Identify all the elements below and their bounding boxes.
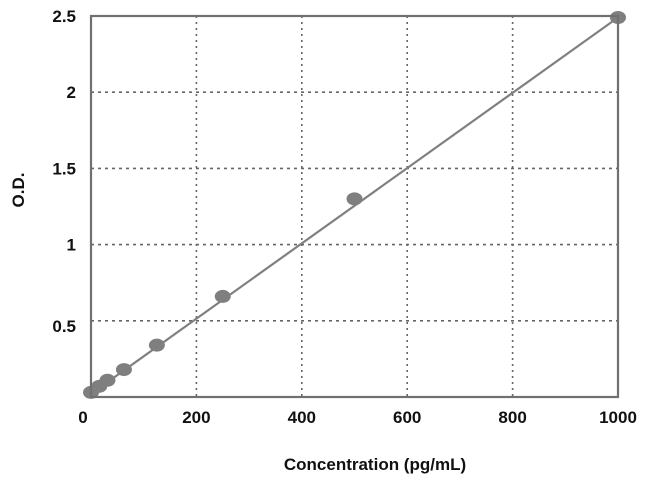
fit-line	[90, 16, 619, 395]
x-tick-label: 800	[498, 408, 526, 427]
y-axis-ticks: 0.5 1 1.5 2 2.5	[52, 7, 76, 336]
x-axis-label: Concentration (pg/mL)	[284, 455, 466, 474]
x-tick-label: 600	[393, 408, 421, 427]
data-point-marker	[214, 289, 231, 303]
regression-line	[90, 16, 619, 395]
y-tick-label: 1	[67, 236, 76, 255]
data-point-marker	[346, 192, 363, 206]
y-tick-label: 1.5	[52, 159, 76, 178]
x-tick-label: 400	[288, 408, 316, 427]
y-tick-label: 0.5	[52, 317, 76, 336]
data-point-marker	[148, 338, 165, 352]
y-tick-label: 2.5	[52, 7, 76, 26]
x-tick-label: 0	[78, 408, 87, 427]
data-point-marker	[99, 373, 116, 387]
data-point-marker	[115, 363, 132, 377]
y-axis-label: O.D.	[9, 173, 28, 208]
y-tick-label: 2	[67, 83, 76, 102]
data-points	[83, 11, 626, 399]
x-axis-ticks: 0 200 400 600 800 1000	[78, 408, 637, 427]
x-tick-label: 200	[182, 408, 210, 427]
x-tick-label: 1000	[599, 408, 637, 427]
plot-frame	[89, 14, 620, 399]
